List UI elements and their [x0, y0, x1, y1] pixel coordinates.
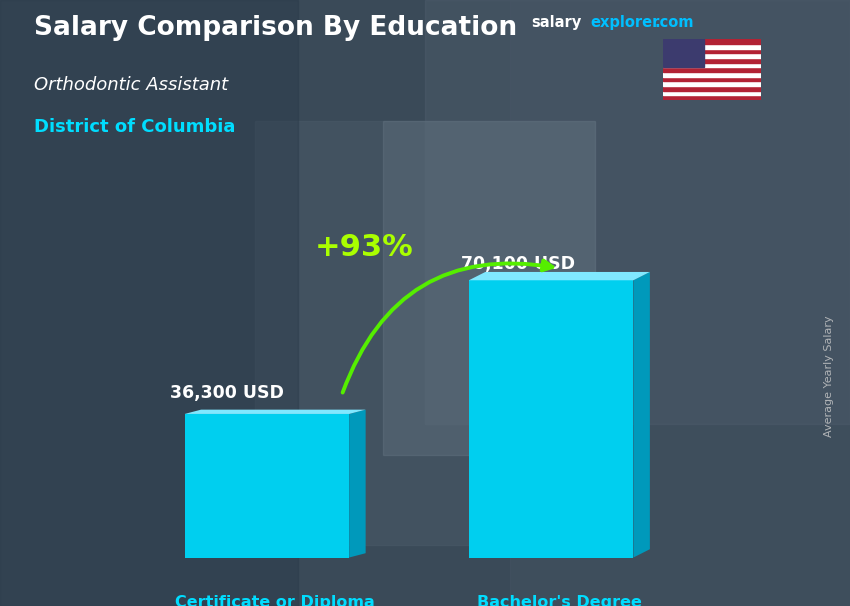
Bar	[663, 39, 704, 67]
Text: Bachelor's Degree: Bachelor's Degree	[477, 595, 642, 606]
Text: explorer: explorer	[591, 15, 660, 30]
Bar	[663, 62, 761, 67]
Bar	[469, 281, 633, 558]
Polygon shape	[349, 410, 366, 558]
Text: salary: salary	[531, 15, 581, 30]
Bar	[663, 77, 761, 81]
Bar	[663, 91, 761, 95]
Text: Certificate or Diploma: Certificate or Diploma	[175, 595, 375, 606]
Bar	[663, 95, 761, 100]
Bar	[663, 39, 761, 44]
Bar	[425, 0, 850, 424]
Bar	[663, 81, 761, 86]
Text: District of Columbia: District of Columbia	[34, 118, 235, 136]
Bar	[663, 86, 761, 91]
Text: 36,300 USD: 36,300 USD	[170, 384, 284, 402]
Bar	[255, 121, 595, 545]
Text: Salary Comparison By Education: Salary Comparison By Education	[34, 15, 517, 41]
Text: +93%: +93%	[314, 233, 413, 262]
Text: Orthodontic Assistant: Orthodontic Assistant	[34, 76, 228, 94]
Bar	[663, 44, 761, 48]
Bar	[663, 48, 761, 53]
Polygon shape	[633, 272, 650, 558]
Bar	[663, 53, 761, 58]
Bar	[510, 0, 850, 606]
Bar	[382, 121, 595, 454]
Bar	[184, 414, 349, 558]
Bar	[663, 58, 761, 62]
Bar	[663, 72, 761, 77]
Text: .com: .com	[654, 15, 694, 30]
Polygon shape	[469, 272, 650, 281]
Bar	[663, 67, 761, 72]
Text: 70,100 USD: 70,100 USD	[462, 255, 575, 273]
Text: Average Yearly Salary: Average Yearly Salary	[824, 315, 834, 436]
Polygon shape	[184, 410, 366, 414]
Bar	[0, 0, 298, 606]
